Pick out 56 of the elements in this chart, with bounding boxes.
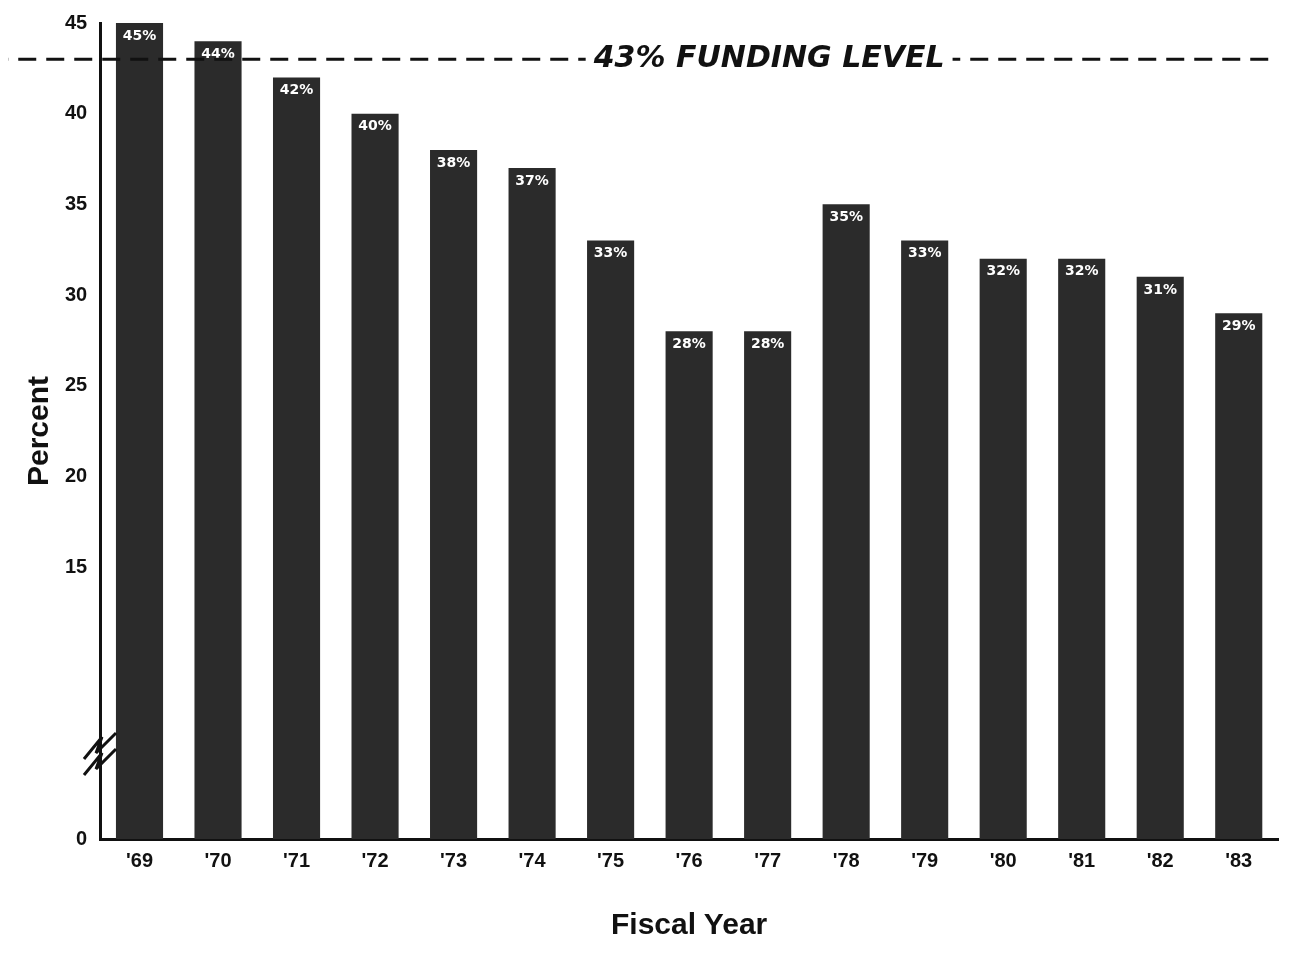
y-tick-label: 15 (65, 554, 88, 577)
bar (1136, 276, 1184, 839)
y-tick-label: 25 (65, 373, 88, 396)
bar (272, 77, 321, 839)
x-axis-title: Fiscal Year (611, 907, 768, 941)
data-label: 35% (829, 207, 863, 224)
bar (430, 149, 478, 839)
bar (665, 331, 713, 839)
x-tick-label: '74 (518, 848, 547, 871)
x-tick-label: '77 (754, 848, 782, 871)
y-tick-label: 40 (65, 101, 88, 124)
y-tick-label: 35 (65, 191, 88, 214)
data-label: 31% (1143, 280, 1177, 297)
x-tick-label: '72 (361, 848, 389, 871)
x-tick-label: '80 (989, 848, 1017, 871)
x-tick-label: '71 (283, 848, 311, 871)
y-tick-label: 30 (65, 282, 88, 305)
data-label: 32% (1064, 262, 1099, 279)
bar (115, 23, 164, 839)
bar (744, 331, 792, 839)
x-tick-label: '70 (204, 848, 232, 871)
data-label: 33% (907, 244, 942, 261)
x-tick-label: '75 (597, 848, 625, 871)
x-tick-label: '78 (832, 848, 860, 871)
bar (508, 168, 556, 839)
data-label: 28% (750, 334, 785, 351)
data-label: 32% (986, 262, 1020, 279)
bar (901, 240, 949, 839)
y-tick-label: 0 (76, 826, 88, 849)
y-tick-label: 20 (65, 463, 88, 486)
x-tick-label: '73 (440, 848, 468, 871)
y-tick-label: 45 (65, 10, 88, 33)
data-label: 44% (201, 44, 235, 61)
bar (351, 113, 399, 839)
data-label: 38% (436, 153, 471, 170)
data-label: 33% (593, 244, 628, 261)
x-tick-label: '83 (1225, 848, 1253, 871)
bar (1215, 313, 1263, 839)
x-tick-label: '69 (126, 848, 154, 871)
x-tick-label: '81 (1068, 848, 1096, 871)
data-label: 37% (515, 171, 549, 188)
data-label: 42% (279, 81, 314, 98)
bar (587, 240, 635, 839)
bar (822, 204, 870, 839)
x-tick-label: '82 (1146, 848, 1174, 871)
bar (979, 258, 1027, 839)
bar (194, 41, 242, 839)
data-label: 29% (1221, 316, 1256, 333)
bar (1058, 258, 1106, 839)
data-label: 28% (672, 334, 706, 351)
y-axis-title: Percent (21, 375, 55, 487)
x-tick-label: '79 (911, 848, 939, 871)
ref-line-label: 43% FUNDING LEVEL (592, 39, 945, 75)
x-tick-label: '76 (675, 848, 703, 871)
data-label: 45% (122, 26, 157, 43)
data-label: 40% (358, 117, 392, 134)
